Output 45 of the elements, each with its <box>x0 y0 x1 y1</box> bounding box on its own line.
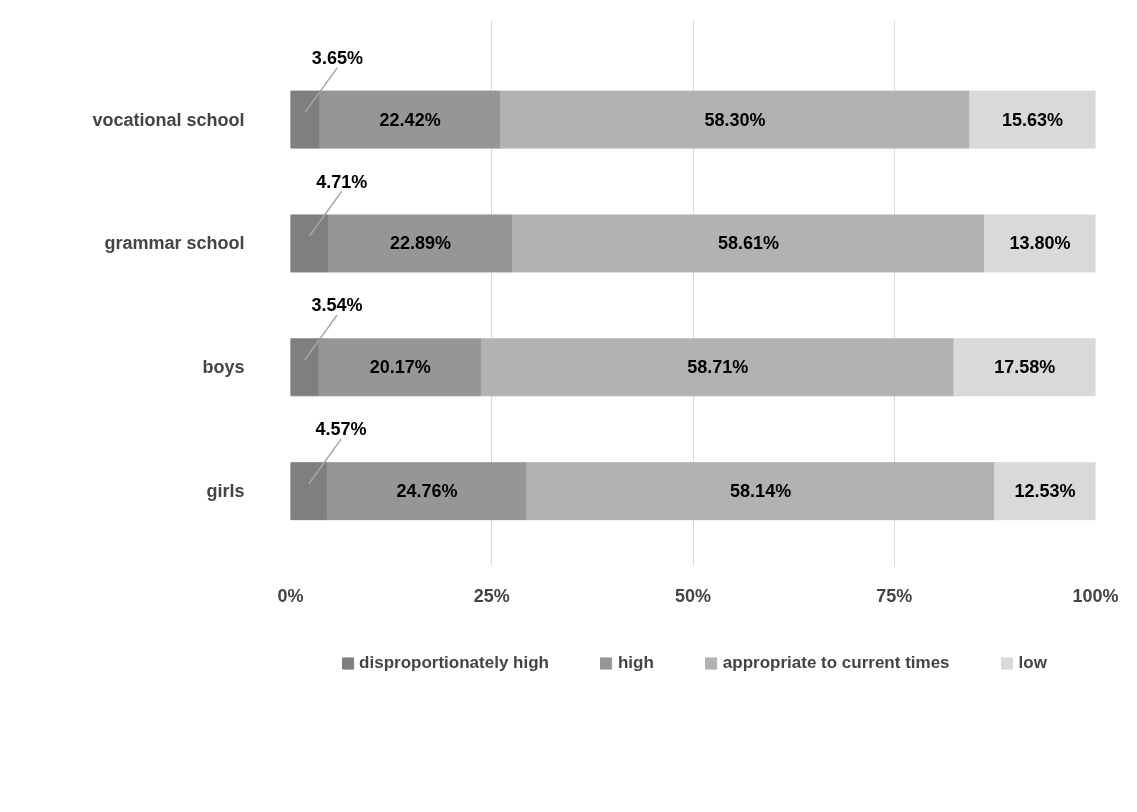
data-label: 12.53% <box>1014 481 1076 502</box>
bar <box>326 462 528 521</box>
x-tick-label: 75% <box>876 585 913 606</box>
data-label: 20.17% <box>369 357 431 378</box>
bar <box>318 338 482 397</box>
data-label: 4.71% <box>316 171 368 192</box>
data-label: 3.65% <box>311 47 363 68</box>
bar <box>290 90 321 149</box>
bar <box>512 214 985 273</box>
data-label: 58.14% <box>730 481 792 502</box>
bar <box>953 338 1096 397</box>
legend-label: low <box>1018 653 1047 673</box>
data-label: 58.61% <box>718 233 780 254</box>
legend-label: high <box>617 653 654 673</box>
data-label: 13.80% <box>1009 233 1071 254</box>
bar <box>290 338 320 397</box>
data-label: 22.42% <box>379 109 441 130</box>
bar <box>319 90 501 149</box>
bar <box>290 214 329 273</box>
bar <box>327 214 514 273</box>
y-tick-label: vocational school <box>92 109 245 130</box>
data-label: 3.54% <box>311 295 363 316</box>
bar <box>969 90 1096 149</box>
bar <box>526 462 996 521</box>
data-label: 22.89% <box>390 233 452 254</box>
data-label: 24.76% <box>396 481 458 502</box>
data-label: 58.71% <box>687 357 749 378</box>
data-label: 4.57% <box>315 419 367 440</box>
legend-label: appropriate to current times <box>722 653 950 673</box>
y-tick-label: girls <box>206 481 245 502</box>
bar <box>499 90 971 149</box>
bar <box>983 214 1096 273</box>
bar <box>290 462 328 521</box>
y-tick-label: boys <box>202 357 245 378</box>
data-label: 17.58% <box>994 357 1056 378</box>
x-tick-label: 100% <box>1072 585 1119 606</box>
x-tick-label: 0% <box>277 585 304 606</box>
bar <box>994 462 1096 521</box>
x-tick-label: 25% <box>473 585 510 606</box>
bar <box>480 338 955 397</box>
x-tick-label: 50% <box>674 585 712 606</box>
legend-label: disproportionately high <box>359 653 549 673</box>
data-label: 15.63% <box>1002 109 1064 130</box>
y-tick-label: grammar school <box>104 233 245 254</box>
data-label: 58.30% <box>704 109 766 130</box>
